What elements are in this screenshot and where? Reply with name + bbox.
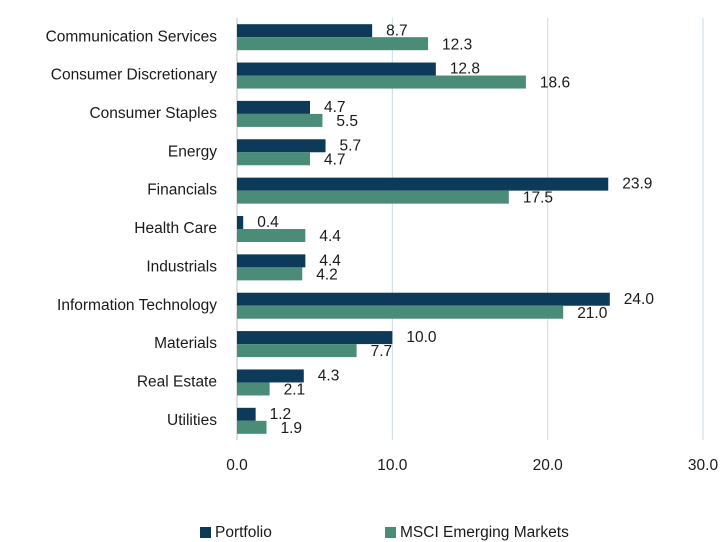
bar: [237, 369, 304, 383]
value-label: 4.7: [324, 151, 346, 168]
value-label: 1.9: [281, 420, 303, 437]
bar: [237, 139, 326, 153]
value-label: 4.3: [318, 368, 340, 385]
value-label: 24.0: [624, 291, 655, 308]
bar: [237, 190, 509, 204]
bar: [237, 420, 267, 434]
bar: [237, 344, 357, 358]
value-label: 18.6: [540, 75, 570, 92]
value-label: 17.5: [523, 190, 553, 207]
value-label: 5.5: [336, 113, 358, 130]
bar: [237, 75, 526, 89]
bar: [237, 216, 244, 229]
value-label: 4.4: [319, 228, 341, 245]
value-label: 12.3: [442, 36, 472, 53]
value-label: 2.1: [284, 382, 306, 399]
x-tick-label: 10.0: [377, 457, 408, 474]
y-tick-label: Utilities: [167, 412, 217, 429]
bar: [237, 177, 609, 191]
x-tick-label: 20.0: [533, 457, 564, 474]
y-tick-label: Consumer Staples: [89, 105, 217, 122]
x-tick-label: 0.0: [226, 457, 248, 474]
bar: [237, 407, 256, 421]
legend-label: Portfolio: [215, 524, 272, 541]
bar: [237, 382, 270, 396]
bar: [237, 254, 306, 268]
legend-swatch: [385, 527, 396, 538]
legend-label: MSCI Emerging Markets: [400, 524, 569, 541]
bar: [237, 62, 436, 76]
y-tick-label: Health Care: [134, 220, 217, 237]
y-tick-label: Financials: [147, 182, 217, 199]
y-tick-label: Industrials: [146, 258, 217, 275]
value-label: 7.7: [371, 343, 393, 360]
value-label: 4.7: [324, 99, 346, 116]
value-label: 4.2: [316, 266, 338, 283]
y-tick-label: Materials: [154, 335, 217, 352]
value-label: 21.0: [577, 305, 608, 322]
value-label: 10.0: [406, 329, 437, 346]
y-tick-label: Energy: [168, 143, 217, 160]
value-label: 1.2: [270, 406, 292, 423]
legend-swatch: [200, 527, 211, 538]
value-label: 5.7: [340, 137, 362, 154]
bar: [237, 24, 373, 38]
value-label: 0.4: [257, 214, 279, 231]
y-tick-label: Real Estate: [137, 374, 217, 391]
bar: [237, 229, 306, 242]
value-label: 23.9: [622, 176, 652, 193]
bar: [237, 100, 311, 114]
bar: [237, 37, 429, 51]
bar: [237, 305, 564, 319]
value-label: 8.7: [386, 22, 408, 39]
bar: [237, 267, 303, 281]
bar: [237, 113, 323, 127]
bar: [237, 331, 393, 345]
value-label: 12.8: [450, 61, 480, 78]
bar: [237, 292, 610, 306]
value-label: 4.4: [319, 252, 341, 269]
y-tick-label: Consumer Discretionary: [51, 67, 217, 84]
bar: [237, 152, 311, 166]
x-tick-label: 30.0: [688, 457, 719, 474]
y-tick-label: Information Technology: [57, 297, 217, 314]
y-tick-label: Communication Services: [46, 28, 218, 45]
